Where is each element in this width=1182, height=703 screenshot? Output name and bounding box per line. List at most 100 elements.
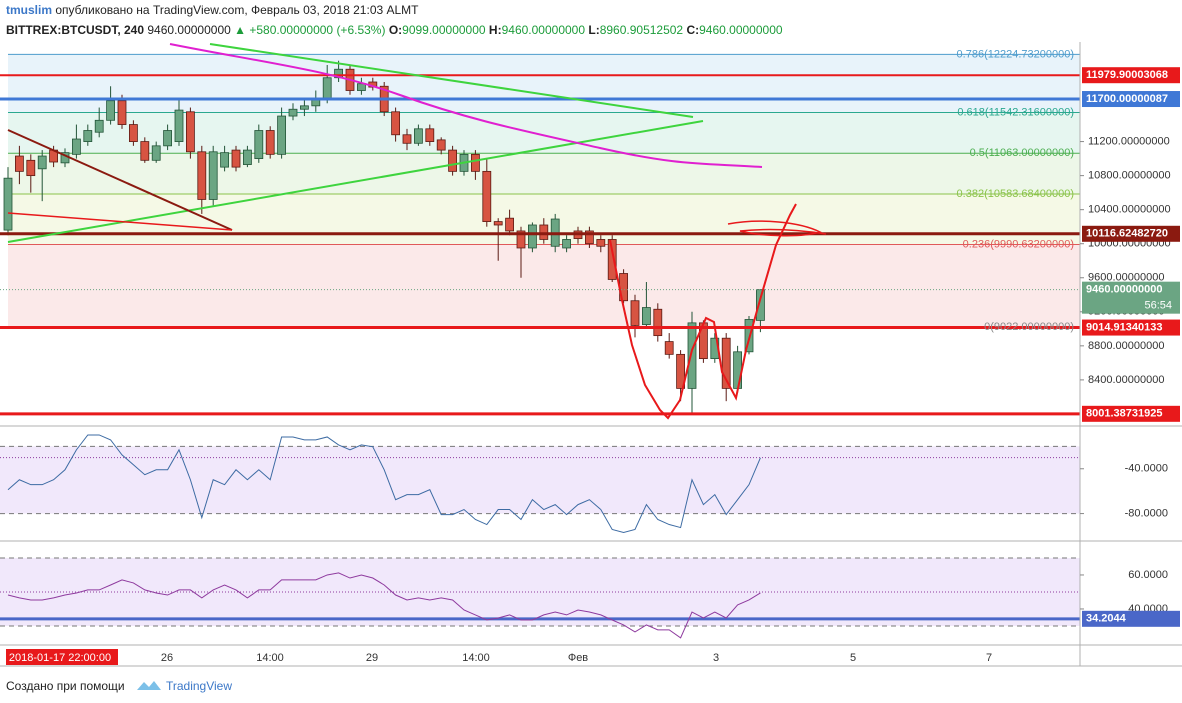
oscillator-line bbox=[7, 572, 761, 639]
price-label: 8001.38731925 bbox=[1086, 408, 1162, 420]
x-tick-label: 7 bbox=[986, 652, 992, 664]
candle-body bbox=[322, 77, 332, 100]
candle-body bbox=[482, 170, 492, 222]
candle-body bbox=[756, 289, 765, 321]
candle-body bbox=[721, 337, 731, 389]
price-label: 11700.00000087 bbox=[1086, 93, 1168, 105]
candle-body bbox=[630, 300, 640, 326]
candle-body bbox=[425, 128, 435, 142]
hand-drawing bbox=[609, 203, 797, 420]
candle-body bbox=[356, 83, 366, 91]
price-label: 11979.90003068 bbox=[1086, 69, 1168, 81]
price-label-box bbox=[1082, 319, 1180, 336]
candle-body bbox=[676, 353, 685, 389]
candle-body bbox=[391, 111, 401, 136]
candle-body bbox=[687, 322, 697, 389]
oscillator-line bbox=[7, 434, 761, 534]
low-label: L: bbox=[588, 23, 600, 37]
fib-label: 0.236(9990.63200000) bbox=[963, 238, 1074, 250]
x-tick-label: 14:00 bbox=[256, 652, 284, 664]
trendline bbox=[169, 43, 763, 168]
logo bbox=[136, 681, 161, 690]
price-label: 9014.91340133 bbox=[1086, 321, 1162, 333]
candle-body bbox=[265, 130, 275, 155]
candle-body bbox=[208, 151, 218, 200]
candle-body bbox=[516, 230, 526, 249]
candle-body bbox=[505, 217, 515, 232]
candle-body bbox=[413, 128, 423, 144]
candle-body bbox=[607, 239, 617, 280]
candle-body bbox=[117, 100, 127, 125]
time-box bbox=[6, 649, 118, 665]
price-label-box bbox=[1082, 91, 1180, 108]
candle-body bbox=[436, 139, 446, 151]
x-tick-label: Фев bbox=[568, 652, 588, 664]
candle-body bbox=[26, 159, 36, 177]
x-tick-label: 2018-01-17 22:00:00 bbox=[9, 652, 111, 664]
countdown: 56:54 bbox=[1144, 300, 1172, 312]
candle-body bbox=[448, 149, 458, 172]
candle-body bbox=[128, 124, 138, 142]
candle-body bbox=[596, 239, 606, 247]
fib-band bbox=[8, 54, 1080, 113]
candle-body bbox=[197, 151, 207, 200]
candle-body bbox=[299, 105, 309, 110]
trendline bbox=[209, 43, 694, 118]
fib-band bbox=[8, 153, 1080, 195]
footer: Создано при помощи TradingView bbox=[6, 676, 232, 693]
candle-body bbox=[140, 141, 150, 161]
price-label: 10116.62482720 bbox=[1086, 228, 1168, 240]
y-tick-label: 9600.00000000 bbox=[1088, 272, 1164, 284]
candle-body bbox=[220, 152, 230, 168]
price-label-box bbox=[1082, 225, 1180, 242]
candle-body bbox=[254, 130, 264, 160]
oscillator-band bbox=[0, 446, 1080, 514]
y-tick-label: 10800.00000000 bbox=[1088, 170, 1171, 182]
footer-text: Создано при помощи bbox=[6, 679, 125, 693]
brand: TradingView bbox=[165, 679, 233, 693]
hand-drawing bbox=[727, 220, 827, 237]
candle-body bbox=[470, 153, 480, 172]
published: опубликовано на TradingView.com, Февраль… bbox=[52, 3, 419, 17]
candle-body bbox=[277, 115, 287, 155]
candle-body bbox=[163, 130, 173, 147]
x-tick-label: 14:00 bbox=[462, 652, 490, 664]
x-tick-label: 29 bbox=[366, 652, 378, 664]
fib-label: 0.382(10583.68400000) bbox=[957, 188, 1074, 200]
candle-body bbox=[231, 149, 241, 168]
last-price-box bbox=[1082, 281, 1180, 314]
candle-body bbox=[562, 239, 571, 249]
y-tick-label: -40.0000 bbox=[1125, 463, 1168, 475]
trendline bbox=[7, 129, 233, 231]
candle-body bbox=[106, 100, 115, 121]
chart: 0.786(12224.73200000) 0.618(11542.3160000… bbox=[0, 42, 1182, 667]
candle-body bbox=[664, 341, 674, 355]
candle-body bbox=[585, 230, 594, 245]
hline-box bbox=[1082, 610, 1180, 627]
y-tick-label: 11200.00000000 bbox=[1088, 135, 1170, 147]
candle-body bbox=[402, 134, 412, 144]
open: 9099.00000000 bbox=[402, 23, 486, 37]
candle-body bbox=[493, 221, 503, 226]
candle-body bbox=[653, 308, 663, 337]
high: 9460.00000000 bbox=[501, 23, 586, 37]
fib-label: 0.5(11063.00000000) bbox=[970, 147, 1074, 159]
candle-body bbox=[242, 149, 252, 165]
price: 9460.00000000 bbox=[147, 23, 231, 37]
price-label-box bbox=[1082, 405, 1180, 422]
hline-label: 34.2044 bbox=[1086, 613, 1127, 625]
symbol: BITTREX:BTCUSDT, 240 bbox=[6, 23, 145, 37]
candle-body bbox=[642, 307, 651, 325]
x-tick-label: 26 bbox=[161, 652, 173, 664]
last-price: 9460.00000000 bbox=[1086, 284, 1162, 296]
candle-body bbox=[72, 138, 81, 155]
drawings bbox=[7, 43, 827, 420]
y-tick-label: 8400.00000000 bbox=[1088, 374, 1164, 386]
candle-body bbox=[185, 111, 195, 153]
candle-body bbox=[733, 351, 742, 389]
fib-label: 0.786(12224.73200000) bbox=[957, 48, 1074, 60]
candle-body bbox=[37, 155, 47, 170]
low: 8960.90512502 bbox=[599, 23, 684, 37]
y-tick-label: 10400.00000000 bbox=[1088, 204, 1171, 216]
